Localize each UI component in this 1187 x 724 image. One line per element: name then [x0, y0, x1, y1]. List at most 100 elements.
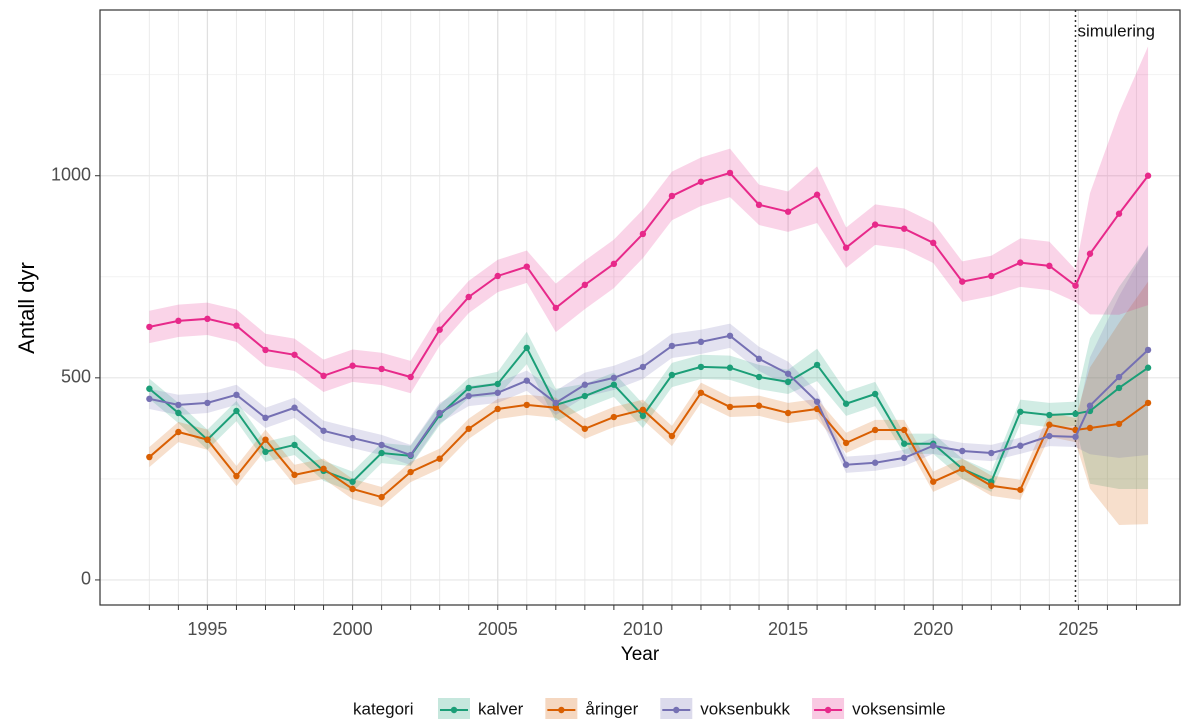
- data-point: [1017, 259, 1024, 266]
- data-point: [378, 493, 385, 501]
- data-point: [842, 461, 850, 468]
- data-point: [726, 364, 734, 371]
- data-point: [262, 436, 269, 443]
- data-point: [146, 453, 153, 461]
- annotation: simulering: [1077, 21, 1154, 40]
- data-point: [291, 471, 298, 479]
- legend-label: åringer: [585, 699, 638, 718]
- data-point: [523, 377, 530, 384]
- data-point: [1017, 486, 1024, 493]
- data-point: [494, 405, 501, 413]
- data-point: [668, 432, 676, 440]
- y-tick-label: 1000: [51, 164, 91, 184]
- data-point: [871, 459, 879, 466]
- data-point: [378, 441, 385, 449]
- data-point: [552, 404, 560, 411]
- data-point: [175, 409, 182, 417]
- data-point: [581, 381, 589, 388]
- data-point: [871, 390, 879, 398]
- legend-label: voksenbukk: [700, 699, 790, 718]
- data-point: [697, 178, 705, 185]
- data-point: [581, 281, 589, 289]
- x-tick-label: 2005: [478, 619, 518, 639]
- data-point: [959, 465, 966, 472]
- data-point: [552, 304, 560, 312]
- data-point: [639, 406, 647, 413]
- data-point: [320, 427, 327, 434]
- x-axis-label: Year: [621, 644, 660, 665]
- data-point: [407, 451, 414, 459]
- data-point: [1046, 411, 1053, 419]
- legend-key-point: [558, 706, 565, 714]
- data-point: [784, 208, 792, 215]
- y-axis-label: Antall dyr: [14, 262, 39, 354]
- x-tick-label: 2015: [768, 619, 808, 639]
- data-point: [494, 380, 501, 388]
- data-point: [465, 425, 472, 432]
- data-point: [726, 169, 734, 177]
- data-point: [204, 399, 211, 407]
- data-point: [988, 272, 995, 280]
- data-point: [436, 455, 443, 462]
- data-point: [639, 363, 647, 371]
- data-point: [871, 221, 879, 228]
- data-point: [146, 395, 153, 403]
- legend-label: voksensimle: [852, 699, 946, 718]
- legend-key-point: [824, 706, 832, 714]
- data-point: [291, 404, 298, 411]
- data-point: [697, 389, 705, 396]
- data-point: [610, 381, 618, 388]
- data-point: [494, 389, 501, 396]
- data-point: [668, 342, 676, 350]
- data-point: [1017, 442, 1024, 449]
- data-point: [407, 468, 414, 476]
- data-point: [900, 426, 908, 434]
- series-line: [149, 171, 1149, 379]
- legend-label: kalver: [478, 699, 524, 718]
- data-point: [1072, 433, 1079, 441]
- data-point: [755, 373, 763, 381]
- confidence-band: [149, 244, 1149, 473]
- confidence-band: [149, 46, 1149, 394]
- data-point: [668, 192, 676, 200]
- data-point: [1115, 420, 1123, 428]
- data-point: [813, 361, 821, 369]
- data-point: [175, 401, 182, 409]
- data-point: [871, 426, 879, 434]
- data-point: [523, 263, 530, 270]
- data-point: [1072, 282, 1079, 289]
- data-point: [784, 378, 792, 386]
- data-point: [262, 448, 269, 456]
- data-point: [900, 225, 908, 232]
- data-point: [900, 454, 908, 462]
- data-point: [930, 478, 937, 485]
- data-point: [610, 374, 618, 382]
- data-point: [436, 409, 443, 417]
- data-point: [349, 485, 356, 493]
- data-point: [959, 447, 966, 455]
- data-point: [204, 315, 211, 323]
- data-point: [755, 201, 763, 209]
- data-point: [988, 449, 995, 457]
- plot-background: [100, 10, 1180, 605]
- data-point: [959, 278, 966, 285]
- legend-title: kategori: [353, 699, 413, 718]
- data-point: [697, 363, 705, 371]
- data-point: [842, 244, 850, 251]
- data-point: [465, 384, 472, 392]
- data-point: [784, 370, 792, 377]
- data-point: [233, 407, 240, 415]
- data-point: [1115, 373, 1123, 381]
- y-tick-label: 500: [61, 367, 91, 387]
- data-point: [697, 338, 705, 346]
- data-point: [465, 293, 472, 301]
- data-point: [1115, 384, 1123, 392]
- data-point: [378, 449, 385, 457]
- data-point: [552, 399, 560, 407]
- data-point: [1046, 421, 1053, 428]
- data-point: [755, 355, 763, 363]
- x-tick-label: 2020: [913, 619, 953, 639]
- data-point: [465, 392, 472, 400]
- data-point: [726, 332, 734, 339]
- data-point: [726, 403, 734, 411]
